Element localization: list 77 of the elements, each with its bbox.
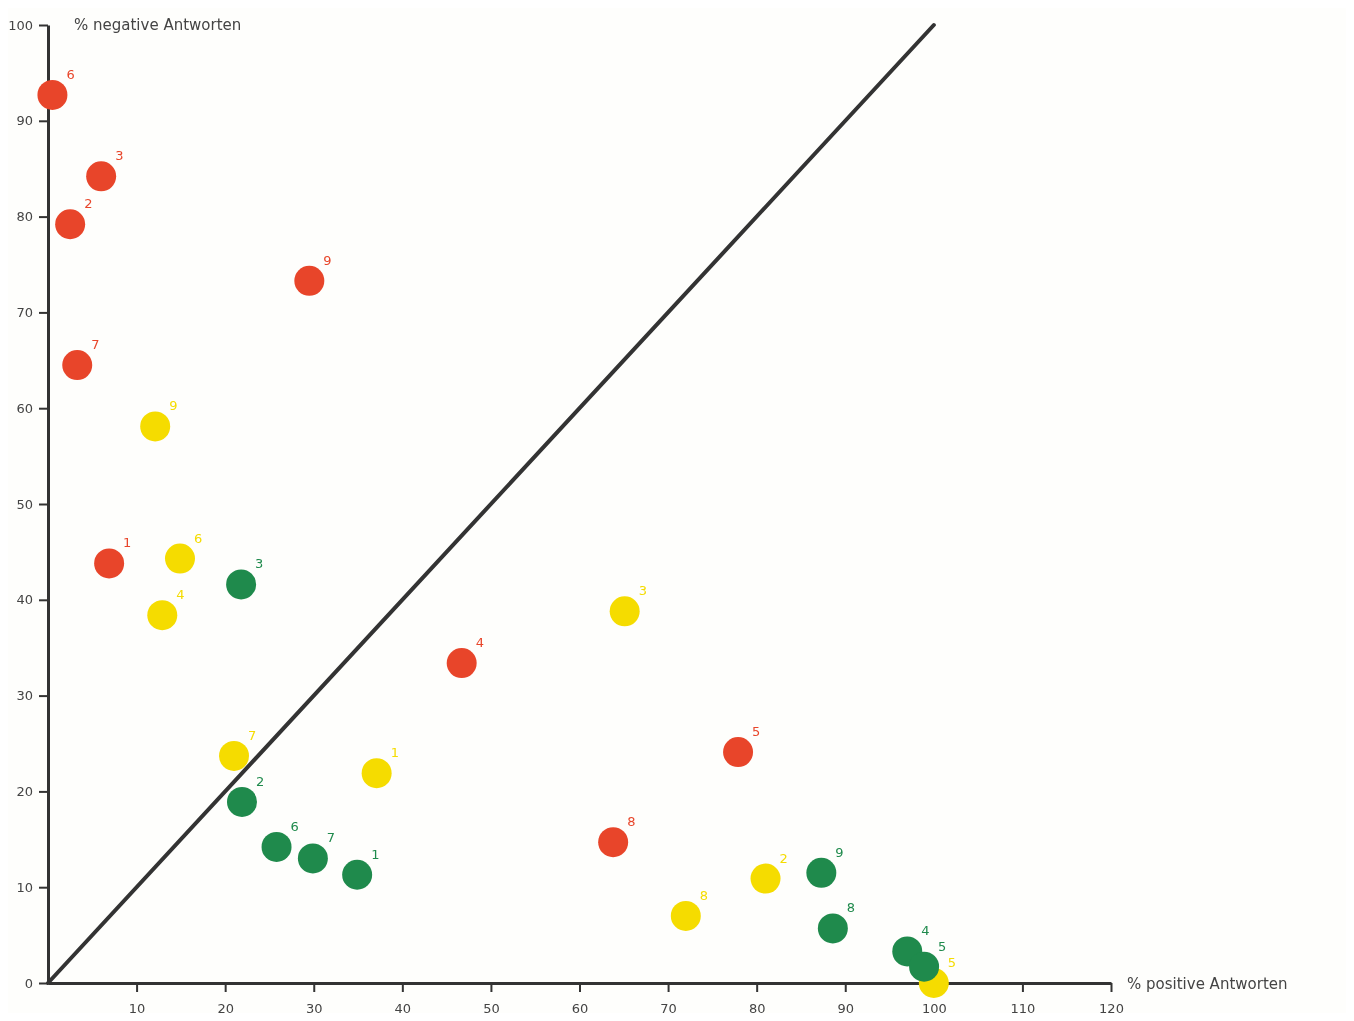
annotation: 9 [835, 844, 844, 860]
point [750, 863, 781, 894]
annotation: 6 [66, 66, 75, 82]
annotation: 7 [91, 337, 100, 353]
y-tick-label: 50 [16, 496, 33, 512]
point [62, 350, 93, 381]
y-tick-label: 40 [16, 592, 33, 608]
point [294, 265, 325, 296]
point [55, 209, 86, 240]
point [37, 79, 68, 110]
annotation: 5 [947, 955, 957, 970]
x-tick-label: 60 [571, 1001, 589, 1017]
point [147, 600, 178, 631]
point [361, 758, 392, 789]
x-axis-title: % positive Antworten [1127, 975, 1288, 993]
annotation: 5 [752, 724, 761, 740]
annotation: 9 [169, 398, 178, 414]
annotation: 5 [938, 938, 947, 954]
point [609, 596, 640, 627]
point [806, 857, 837, 888]
annotation: 8 [699, 887, 709, 903]
annotation: 3 [255, 556, 264, 572]
point [817, 913, 848, 944]
annotation: 1 [123, 535, 132, 551]
annotation: 4 [475, 635, 484, 651]
y-tick-label: 60 [16, 400, 33, 416]
x-tick-label: 120 [1099, 1001, 1124, 1017]
annotation: 8 [627, 814, 636, 830]
annotation: 1 [371, 846, 380, 862]
annotation: 8 [846, 900, 856, 916]
annotation: 4 [921, 923, 930, 939]
annotation: 4 [176, 587, 185, 603]
x-tick-label: 30 [305, 1001, 323, 1017]
point [226, 569, 257, 600]
x-tick-label: 20 [217, 1001, 234, 1017]
point [219, 740, 250, 771]
point [723, 737, 754, 768]
y-tick-label: 30 [16, 688, 33, 704]
y-tick-label: 10 [16, 879, 33, 895]
x-tick-label: 70 [660, 1001, 677, 1017]
y-tick-label: 0 [24, 975, 33, 991]
annotation: 1 [390, 745, 399, 761]
annotation: 2 [84, 196, 93, 212]
y-tick-label: 20 [16, 784, 33, 800]
point [598, 827, 629, 858]
annotation: 6 [193, 530, 203, 546]
annotation: 6 [290, 818, 299, 834]
y-tick-label: 70 [16, 305, 33, 321]
annotation: 2 [256, 773, 265, 789]
annotation: 3 [638, 583, 647, 599]
x-tick-label: 90 [837, 1001, 855, 1017]
x-tick-label: 80 [748, 1001, 766, 1017]
point [164, 543, 195, 574]
annotation: 9 [323, 252, 332, 268]
y-tick-label: 90 [16, 113, 33, 129]
x-tick-label: 40 [394, 1001, 412, 1017]
x-tick-label: 100 [921, 1001, 947, 1017]
point [342, 859, 373, 890]
point [140, 411, 171, 442]
point [227, 786, 257, 817]
point [86, 161, 117, 192]
x-tick-label: 110 [1010, 1001, 1036, 1017]
point [670, 900, 701, 931]
x-tick-label: 50 [483, 1001, 500, 1017]
point [446, 648, 477, 679]
annotation: 2 [779, 850, 788, 866]
point [297, 843, 328, 874]
annotation: 7 [248, 727, 257, 743]
annotation: 7 [326, 830, 336, 846]
x-tick-label: 10 [128, 1001, 146, 1017]
y-tick-label: 100 [8, 17, 33, 33]
y-tick-label: 80 [16, 209, 33, 225]
y-axis-title: % negative Antworten [74, 16, 242, 34]
point [94, 548, 125, 579]
annotation: 3 [115, 148, 124, 164]
point [261, 831, 292, 862]
point [909, 951, 940, 982]
